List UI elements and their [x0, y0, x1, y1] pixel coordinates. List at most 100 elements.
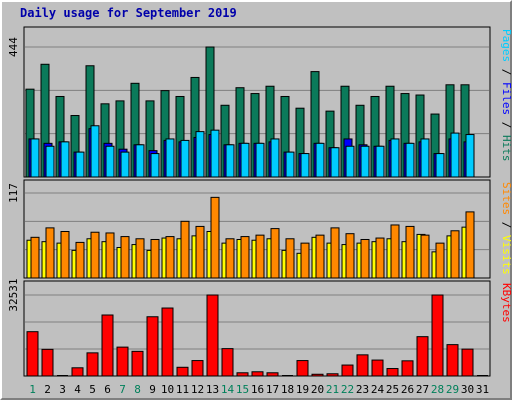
kbytes-bar-5 [86, 352, 99, 377]
x-tick-21: 21 [326, 383, 339, 396]
sites-bar-23 [360, 238, 370, 279]
kbytes-bar-21 [326, 373, 339, 377]
sites-bar-19 [300, 242, 310, 279]
kbytes-bar-26 [401, 360, 414, 377]
sites-bar-15 [240, 236, 250, 279]
kbytes-bar-3 [57, 375, 68, 376]
pages-bar-2 [45, 145, 55, 178]
kbytes-bar-23 [356, 354, 369, 377]
x-tick-26: 26 [401, 383, 414, 396]
x-tick-14: 14 [221, 383, 235, 396]
legend-part-1-2: / [500, 62, 512, 82]
pages-bar-14 [225, 144, 235, 178]
x-tick-12: 12 [191, 383, 204, 396]
x-tick-27: 27 [416, 383, 429, 396]
sites-bar-22 [345, 233, 355, 279]
x-tick-13: 13 [206, 383, 219, 396]
x-tick-2: 2 [44, 383, 51, 396]
pages-bar-10 [165, 138, 175, 178]
panel-1-ymax-label: 444 [7, 37, 20, 57]
legend-part-1-3: Files [500, 82, 512, 115]
sites-bar-4 [75, 241, 85, 279]
kbytes-bar-15 [236, 372, 249, 377]
pages-bar-16 [255, 142, 265, 178]
x-tick-4: 4 [74, 383, 81, 396]
panel-3-legend: KBytes [500, 283, 512, 323]
kbytes-bar-6 [101, 314, 114, 377]
panel-1-legend: Pages / Files / Hits [500, 29, 512, 162]
kbytes-bar-16 [251, 371, 264, 377]
legend-part-2-2: / [500, 215, 512, 235]
x-tick-22: 22 [341, 383, 354, 396]
pages-bar-4 [75, 151, 85, 178]
x-tick-8: 8 [134, 383, 141, 396]
sites-bar-5 [90, 231, 100, 279]
x-tick-5: 5 [89, 383, 96, 396]
kbytes-bar-10 [161, 307, 174, 377]
pages-bar-18 [285, 151, 295, 178]
legend-part-1-4: / [500, 115, 512, 135]
kbytes-bar-24 [371, 359, 384, 377]
kbytes-bar-11 [176, 366, 189, 377]
pages-bar-25 [390, 138, 400, 178]
sites-bar-18 [285, 238, 295, 279]
sites-bar-1 [30, 236, 40, 279]
panel-2-legend: Sites / Visits [500, 182, 512, 275]
pages-bar-19 [300, 153, 310, 178]
x-tick-9: 9 [149, 383, 156, 396]
kbytes-bar-9 [146, 316, 159, 377]
x-tick-1: 1 [29, 383, 36, 396]
x-tick-23: 23 [356, 383, 369, 396]
x-tick-30: 30 [461, 383, 474, 396]
panel-2-ymax-label: 117 [7, 183, 20, 203]
x-tick-6: 6 [104, 383, 111, 396]
kbytes-bar-31 [477, 375, 488, 376]
sites-bar-28 [435, 242, 445, 279]
sites-bar-9 [150, 238, 160, 279]
x-tick-15: 15 [236, 383, 249, 396]
sites-bar-25 [390, 224, 400, 279]
kbytes-bar-19 [296, 360, 309, 377]
pages-bar-15 [240, 142, 250, 178]
pages-bar-7 [120, 151, 130, 178]
sites-bar-2 [45, 227, 55, 279]
kbytes-bar-27 [416, 336, 429, 377]
kbytes-bar-28 [431, 294, 444, 377]
kbytes-bar-7 [116, 346, 129, 377]
pages-bar-29 [450, 132, 460, 178]
pages-bar-23 [360, 145, 370, 178]
pages-bar-20 [315, 142, 325, 178]
sites-bar-21 [330, 227, 340, 279]
pages-bar-24 [375, 145, 385, 178]
pages-bar-22 [345, 145, 355, 178]
sites-bar-10 [165, 236, 175, 279]
kbytes-bar-29 [446, 344, 459, 377]
legend-part-2-1: Sites [500, 182, 512, 215]
legend-part-2-3: Visits [500, 235, 512, 275]
sites-bar-26 [405, 225, 415, 279]
x-tick-16: 16 [251, 383, 264, 396]
x-tick-19: 19 [296, 383, 309, 396]
kbytes-bar-30 [461, 348, 474, 377]
sites-bar-16 [255, 234, 265, 279]
pages-bar-9 [150, 153, 160, 178]
x-tick-28: 28 [431, 383, 444, 396]
x-tick-7: 7 [119, 383, 126, 396]
x-tick-3: 3 [59, 383, 66, 396]
kbytes-bar-12 [191, 360, 204, 377]
sites-bar-13 [210, 196, 220, 279]
panel-3-ymax-label: 32531 [7, 278, 20, 311]
legend-part-3-1: KBytes [500, 283, 512, 323]
pages-bar-12 [195, 131, 205, 178]
pages-bar-21 [330, 147, 340, 178]
sites-bar-11 [180, 220, 190, 279]
sites-bar-6 [105, 232, 115, 279]
sites-bar-14 [225, 238, 235, 279]
pages-bar-28 [435, 153, 445, 178]
x-tick-10: 10 [161, 383, 174, 396]
kbytes-bar-25 [386, 368, 399, 377]
kbytes-bar-18 [282, 375, 293, 376]
sites-bar-3 [60, 231, 70, 279]
pages-bar-17 [270, 138, 280, 178]
